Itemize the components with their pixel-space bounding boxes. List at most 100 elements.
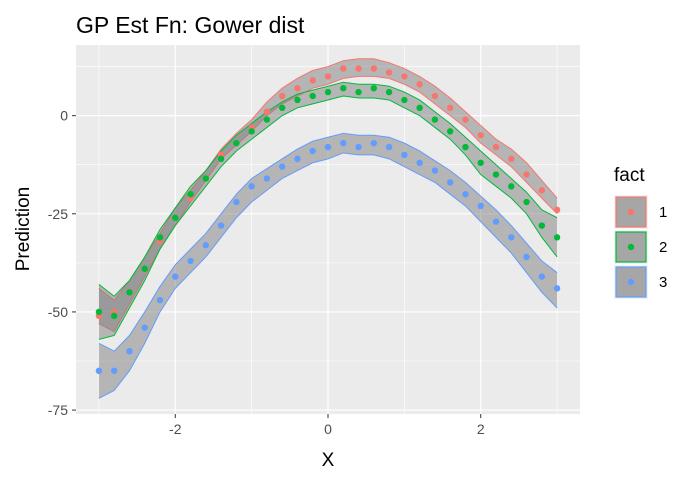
point-series-3 <box>477 202 484 210</box>
point-series-3 <box>278 163 286 170</box>
point-series-1 <box>278 92 286 100</box>
point-series-2 <box>202 175 210 182</box>
point-series-3 <box>553 285 561 292</box>
point-series-1 <box>416 81 423 88</box>
point-series-3 <box>340 139 347 147</box>
point-series-2 <box>217 155 225 163</box>
point-series-3 <box>309 147 316 155</box>
y-axis-ticks: -75 -50 -25 0 <box>48 108 76 418</box>
point-series-1 <box>355 65 362 72</box>
point-series-3 <box>370 139 378 147</box>
point-series-1 <box>431 92 439 100</box>
point-series-2 <box>553 234 561 241</box>
point-series-2 <box>523 198 530 206</box>
point-series-1 <box>523 171 530 178</box>
point-series-3 <box>416 159 423 166</box>
x-axis-ticks: -2 0 2 <box>169 414 485 437</box>
point-series-3 <box>110 367 118 375</box>
point-series-3 <box>156 296 164 304</box>
point-series-1 <box>370 65 378 72</box>
legend-title: fact <box>614 165 645 186</box>
legend: 1 2 3 <box>614 195 667 299</box>
point-series-1 <box>477 132 484 139</box>
point-series-2 <box>141 265 148 272</box>
point-series-1 <box>492 143 500 151</box>
point-series-3 <box>233 198 240 206</box>
point-series-1 <box>263 108 271 115</box>
point-series-3 <box>508 234 515 241</box>
point-series-2 <box>340 84 347 92</box>
point-series-1 <box>340 65 347 72</box>
y-axis-title: Prediction <box>13 187 34 272</box>
point-series-2 <box>187 190 194 198</box>
ribbon-upper-series-3 <box>98 132 558 352</box>
point-series-2 <box>324 88 332 96</box>
point-series-2 <box>446 128 454 135</box>
point-series-1 <box>553 206 561 214</box>
point-series-2 <box>401 96 408 104</box>
point-series-2 <box>431 116 439 123</box>
point-series-3 <box>95 367 103 375</box>
point-series-1 <box>538 187 546 194</box>
point-series-2 <box>416 104 423 112</box>
point-series-2 <box>233 139 240 147</box>
grid-major <box>76 45 580 414</box>
y-tick-label: -25 <box>48 206 68 222</box>
point-series-2 <box>385 88 393 96</box>
point-series-3 <box>523 253 530 261</box>
point-series-3 <box>187 257 194 265</box>
point-series-3 <box>385 143 393 151</box>
point-series-2 <box>278 104 286 112</box>
point-series-1 <box>294 84 301 92</box>
point-series-2 <box>110 312 118 320</box>
legend-key-point-2 <box>627 243 635 251</box>
ribbon-lower-series-2 <box>98 95 558 340</box>
point-series-2 <box>294 96 301 104</box>
point-series-2 <box>172 214 179 221</box>
ribbon-lower-series-3 <box>98 152 558 399</box>
point-series-1 <box>446 104 454 112</box>
point-series-3 <box>202 242 210 249</box>
y-tick-label: 0 <box>60 108 68 124</box>
legend-key-point-3 <box>627 278 635 286</box>
y-tick-label: -75 <box>48 402 68 418</box>
point-series-2 <box>492 171 500 178</box>
x-tick-label: -2 <box>169 421 182 437</box>
x-axis-title: X <box>322 450 335 471</box>
point-series-1 <box>508 155 515 163</box>
point-series-3 <box>294 155 301 163</box>
point-series-2 <box>370 84 378 92</box>
legend-key-point-1 <box>627 208 635 216</box>
x-tick-label: 0 <box>324 421 332 437</box>
legend-label-2: 2 <box>659 239 667 256</box>
point-series-2 <box>508 183 515 190</box>
point-series-3 <box>324 143 332 151</box>
point-series-3 <box>263 175 271 182</box>
x-tick-label: 2 <box>477 421 485 437</box>
point-series-3 <box>141 324 148 331</box>
point-series-1 <box>385 69 393 76</box>
point-series-2 <box>126 289 133 296</box>
legend-label-1: 1 <box>659 204 667 221</box>
data-points <box>95 65 561 375</box>
point-series-1 <box>309 77 316 84</box>
point-series-3 <box>401 151 408 159</box>
point-series-3 <box>217 222 225 229</box>
point-series-3 <box>248 183 255 190</box>
point-series-3 <box>172 273 179 280</box>
point-series-3 <box>126 347 133 355</box>
point-series-2 <box>538 222 546 229</box>
point-series-3 <box>355 143 362 151</box>
point-series-3 <box>462 190 469 198</box>
point-series-1 <box>324 73 332 80</box>
point-series-1 <box>462 116 469 123</box>
point-series-2 <box>462 143 469 151</box>
point-series-2 <box>263 116 271 123</box>
point-series-2 <box>355 88 362 96</box>
point-series-3 <box>492 218 500 225</box>
y-tick-label: -50 <box>48 304 68 320</box>
point-series-2 <box>309 92 316 100</box>
ribbon-upper-series-2 <box>98 81 558 297</box>
point-series-2 <box>95 308 103 316</box>
